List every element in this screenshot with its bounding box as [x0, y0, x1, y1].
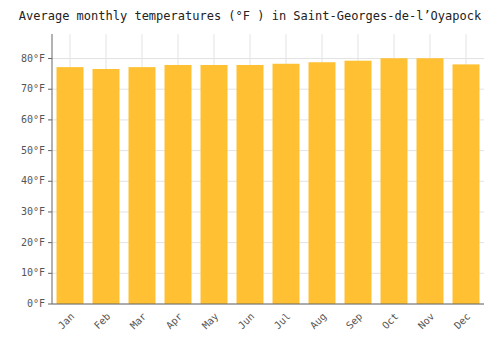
x-tick-label: Mar: [128, 311, 149, 332]
y-tick: [48, 273, 52, 274]
bar: [237, 65, 264, 304]
x-tick-label: May: [200, 311, 221, 332]
y-tick: [48, 119, 52, 120]
x-tick-label: Feb: [92, 311, 113, 332]
bar: [129, 67, 156, 304]
y-tick: [48, 89, 52, 90]
bar: [57, 67, 84, 304]
x-tick-label: Aug: [308, 311, 329, 332]
bar: [201, 65, 228, 304]
chart: 0°F 10°F 20°F 30°F 40°F 50°F 60°F 70°F 80°F Jan Fe…: [0, 0, 500, 350]
title: Average monthly temperatures (°F ) in Sa…: [19, 9, 482, 23]
y-tick-label: 60°F: [21, 114, 45, 125]
bars: [57, 58, 480, 304]
grid-line-y: [52, 304, 484, 305]
x-tick-label: Apr: [164, 311, 185, 332]
y-tick-label: 20°F: [21, 237, 45, 248]
y-tick-label: 30°F: [21, 206, 45, 217]
x-axis-line: [52, 304, 484, 305]
axes: 0°F 10°F 20°F 30°F 40°F 50°F 60°F 70°F 80°F Jan Fe…: [21, 34, 484, 331]
y-tick: [48, 58, 52, 59]
bar: [93, 69, 120, 304]
y-tick-label: 0°F: [27, 298, 45, 309]
y-tick-label: 80°F: [21, 53, 45, 64]
x-tick-label: Nov: [416, 311, 437, 332]
bar: [453, 64, 480, 304]
y-tick: [48, 211, 52, 212]
x-tick-label: Oct: [380, 311, 401, 332]
y-tick-label: 50°F: [21, 145, 45, 156]
y-tick: [48, 304, 52, 305]
x-tick-label: Jul: [272, 311, 293, 332]
bar: [273, 64, 300, 304]
bar: [309, 62, 336, 304]
grid: [52, 34, 484, 304]
y-tick-label: 70°F: [21, 83, 45, 94]
x-tick-label: Jan: [56, 311, 77, 332]
y-tick-label: 40°F: [21, 175, 45, 186]
y-tick: [48, 181, 52, 182]
x-tick-label: Jun: [236, 311, 257, 332]
y-tick: [48, 242, 52, 243]
y-axis-line: [52, 34, 53, 304]
y-tick-label: 10°F: [21, 267, 45, 278]
bar: [381, 58, 408, 304]
y-tick: [48, 150, 52, 151]
bar: [165, 65, 192, 304]
bar: [345, 61, 372, 304]
x-tick-label: Dec: [452, 311, 473, 332]
x-tick-label: Sep: [344, 311, 365, 332]
bar: [417, 58, 444, 304]
